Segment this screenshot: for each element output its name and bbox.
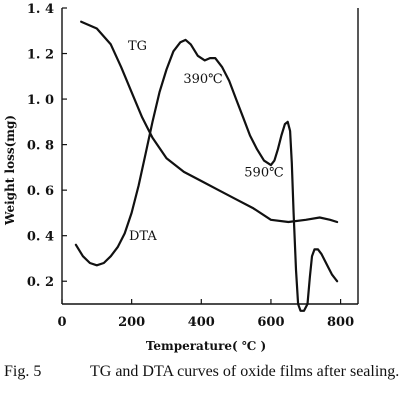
series-line-dta	[74, 38, 339, 312]
temperature-annotation: 390℃	[183, 72, 222, 87]
y-axis-title: Weight loss(mg)	[3, 115, 17, 226]
figure-caption-text: TG and DTA curves of oxide films after s…	[90, 363, 400, 380]
figure-caption: Fig. 5 TG and DTA curves of oxide films a…	[4, 358, 412, 386]
y-tick-label: 0. 2	[27, 275, 54, 290]
series-label-tg: TG	[128, 39, 147, 54]
x-tick-label: 200	[118, 315, 145, 330]
axes	[61, 8, 359, 305]
label-group: TG DTA 390℃ 590℃	[128, 39, 284, 244]
series-label-dta: DTA	[129, 229, 157, 244]
x-axis-title: Temperature( ℃ )	[146, 339, 266, 353]
y-tick-label: 0. 8	[27, 139, 54, 154]
temperature-annotation: 590℃	[244, 165, 283, 180]
x-tick-label: 600	[257, 315, 284, 330]
figure-number: Fig. 5	[4, 363, 42, 380]
series-group	[74, 20, 339, 312]
tick-group: 0 200 400 600 800 0. 2 0. 4 0. 6 0. 8 1. 0 1. 2 1. …	[27, 2, 354, 330]
x-tick-label: 800	[327, 315, 354, 330]
y-tick-label: 1. 4	[27, 2, 54, 17]
y-tick-label: 0. 4	[27, 230, 54, 245]
x-tick-label: 0	[57, 315, 66, 330]
y-tick-label: 0. 6	[27, 184, 54, 199]
y-tick-label: 1. 2	[27, 48, 54, 63]
x-tick-label: 400	[188, 315, 215, 330]
series-line-tg	[80, 20, 339, 224]
y-tick-label: 1. 0	[27, 93, 54, 108]
